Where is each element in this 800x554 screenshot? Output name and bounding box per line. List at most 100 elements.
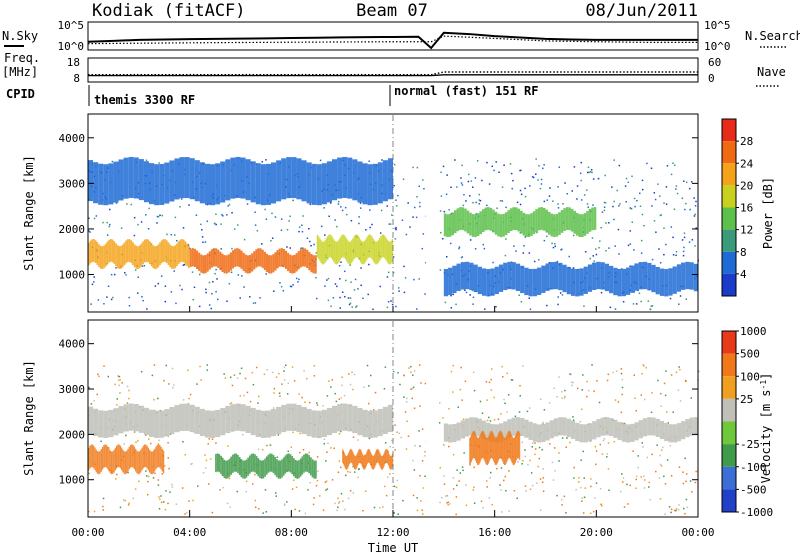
velocity-echo-speckle — [215, 442, 217, 444]
power-echo-speckle — [552, 246, 555, 249]
power-echo-band-3 — [103, 164, 109, 206]
power-echo-speckle — [208, 281, 211, 284]
power-echo-band-2 — [342, 234, 344, 258]
velocity-echo-speckle — [573, 466, 575, 469]
power-echo-speckle — [211, 292, 213, 295]
velocity-echo-band-1 — [303, 454, 305, 473]
velocity-echo-speckle — [493, 396, 495, 399]
power-echo-speckle — [386, 306, 389, 309]
velocity-echo-speckle — [291, 488, 294, 490]
power-echo-speckle — [561, 294, 564, 296]
power-echo-band-3 — [138, 159, 144, 201]
power-echo-band-3 — [377, 162, 383, 204]
power-echo-band-0 — [111, 239, 114, 263]
velocity-echo-band-1 — [265, 456, 268, 475]
power-echo-speckle — [201, 229, 203, 231]
velocity-echo-speckle — [159, 498, 161, 501]
power-echo-speckle — [93, 281, 95, 283]
velocity-echo-speckle — [685, 380, 687, 382]
velocity-echo-speckle — [697, 370, 700, 373]
power-echo-speckle — [345, 213, 348, 216]
velocity-echo-speckle — [539, 398, 542, 400]
velocity-echo-speckle — [561, 437, 564, 439]
power-echo-band-2 — [340, 235, 343, 259]
velocity-echo-speckle — [679, 368, 681, 371]
velocity-colorbar-tick-label: -500 — [740, 483, 767, 496]
power-echo-speckle — [568, 255, 570, 258]
power-echo-speckle — [110, 298, 113, 301]
velocity-echo-speckle — [504, 475, 507, 478]
velocity-echo-band-5 — [482, 431, 484, 459]
power-echo-band-3 — [332, 159, 338, 201]
power-echo-band-5 — [553, 261, 559, 290]
power-echo-speckle — [339, 278, 341, 280]
velocity-echo-speckle — [542, 468, 544, 470]
velocity-echo-band-1 — [301, 456, 304, 475]
power-echo-speckle — [592, 255, 595, 257]
power-echo-speckle — [627, 244, 630, 247]
power-echo-band-0 — [150, 243, 153, 267]
velocity-echo-band-2 — [344, 454, 346, 469]
power-echo-speckle — [572, 266, 575, 269]
power-echo-speckle — [173, 270, 175, 272]
power-echo-speckle — [289, 285, 292, 288]
velocity-echo-speckle — [182, 399, 185, 401]
velocity-echo-speckle — [161, 473, 163, 475]
power-echo-speckle — [641, 213, 644, 216]
velocity-echo-band-3 — [276, 406, 282, 435]
power-echo-band-0 — [118, 246, 121, 269]
beam-title: Beam 07 — [356, 1, 428, 21]
power-echo-speckle — [156, 215, 159, 218]
velocity-echo-speckle — [281, 383, 283, 385]
velocity-echo-band-2 — [364, 455, 366, 470]
power-echo-speckle — [666, 165, 669, 167]
velocity-echo-speckle — [385, 494, 388, 497]
power-echo-speckle — [243, 286, 245, 288]
power-echo-speckle — [295, 277, 298, 280]
velocity-colorbar-segment — [722, 353, 736, 377]
power-echo-band-1 — [229, 252, 233, 271]
power-echo-band-0 — [106, 241, 109, 265]
power-echo-speckle — [646, 162, 648, 165]
velocity-echo-speckle — [614, 399, 617, 401]
power-data-gap — [426, 115, 439, 311]
velocity-echo-band-0 — [132, 444, 134, 468]
power-echo-speckle — [416, 308, 418, 310]
velocity-echo-speckle — [486, 399, 488, 401]
velocity-echo-speckle — [229, 376, 232, 379]
power-echo-band-4 — [540, 207, 543, 230]
velocity-echo-speckle — [620, 372, 623, 375]
velocity-echo-band-3 — [128, 403, 134, 431]
velocity-echo-speckle — [684, 457, 686, 460]
velocity-echo-speckle — [163, 379, 165, 382]
power-echo-band-3 — [337, 157, 343, 199]
velocity-echo-band-1 — [230, 456, 233, 475]
velocity-echo-speckle — [572, 381, 574, 384]
velocity-echo-speckle — [273, 392, 275, 394]
velocity-echo-speckle — [623, 422, 626, 425]
velocity-echo-speckle — [620, 411, 623, 414]
power-echo-speckle — [286, 228, 289, 231]
power-echo-band-2 — [373, 240, 376, 264]
power-echo-speckle — [670, 226, 673, 228]
power-echo-speckle — [254, 224, 257, 226]
velocity-echo-speckle — [158, 439, 160, 442]
power-echo-band-3 — [281, 158, 287, 200]
velocity-echo-band-0 — [123, 451, 125, 474]
velocity-echo-band-2 — [384, 450, 386, 465]
velocity-echo-band-4 — [604, 417, 610, 436]
velocity-echo-band-1 — [220, 455, 222, 474]
velocity-echo-band-2 — [373, 455, 375, 470]
velocity-echo-band-0 — [103, 445, 105, 468]
velocity-echo-band-3 — [179, 403, 185, 431]
velocity-echo-speckle — [684, 512, 686, 515]
power-echo-band-3 — [276, 160, 282, 202]
power-echo-speckle — [629, 230, 632, 232]
velocity-echo-speckle — [564, 389, 566, 392]
power-echo-band-3 — [93, 162, 99, 204]
power-echo-speckle — [397, 287, 400, 289]
velocity-echo-band-4 — [681, 421, 686, 440]
velocity-echo-band-3 — [88, 406, 94, 434]
power-echo-speckle — [584, 251, 587, 253]
power-echo-speckle — [179, 284, 181, 287]
